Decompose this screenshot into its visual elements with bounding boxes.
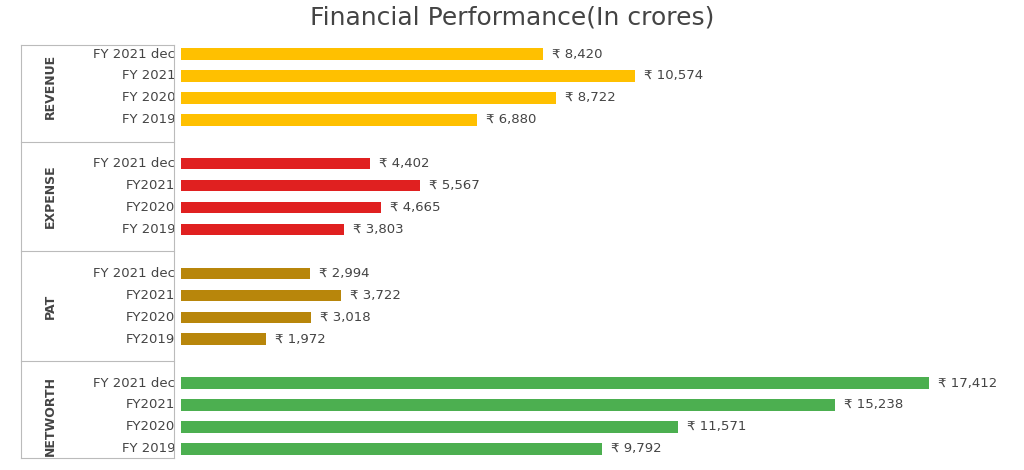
Bar — [181, 290, 341, 301]
Text: ₹ 6,880: ₹ 6,880 — [485, 113, 536, 126]
Text: ₹ 11,571: ₹ 11,571 — [687, 421, 746, 433]
Bar — [181, 268, 309, 279]
Text: FY 2019: FY 2019 — [122, 442, 175, 455]
Text: FY 2021: FY 2021 — [122, 70, 175, 82]
Text: FY 2021 dec: FY 2021 dec — [93, 47, 175, 61]
Bar — [181, 202, 382, 213]
Text: FY2021: FY2021 — [126, 179, 175, 192]
Bar — [181, 377, 929, 389]
Bar — [181, 224, 344, 235]
Bar — [181, 443, 602, 454]
Text: ₹ 10,574: ₹ 10,574 — [644, 70, 703, 82]
Bar — [181, 400, 836, 411]
Text: ₹ 5,567: ₹ 5,567 — [429, 179, 480, 192]
Text: FY2020: FY2020 — [126, 201, 175, 214]
Text: FY2021: FY2021 — [126, 399, 175, 412]
Bar — [181, 421, 678, 433]
Text: ₹ 3,018: ₹ 3,018 — [319, 311, 371, 324]
Text: EXPENSE: EXPENSE — [44, 165, 57, 228]
Text: ₹ 3,803: ₹ 3,803 — [353, 223, 404, 236]
Text: ₹ 15,238: ₹ 15,238 — [845, 399, 903, 412]
Bar — [181, 334, 266, 345]
Bar — [181, 158, 371, 169]
Bar — [181, 180, 420, 191]
Bar — [181, 48, 543, 60]
Text: FY2020: FY2020 — [126, 311, 175, 324]
Bar — [181, 70, 635, 82]
Text: FY2021: FY2021 — [126, 289, 175, 302]
Title: Financial Performance(In crores): Financial Performance(In crores) — [310, 6, 714, 30]
Bar — [181, 312, 311, 323]
Text: FY2020: FY2020 — [126, 421, 175, 433]
Text: NETWORTH: NETWORTH — [44, 376, 57, 456]
Text: ₹ 8,722: ₹ 8,722 — [564, 91, 615, 104]
Text: ₹ 3,722: ₹ 3,722 — [350, 289, 400, 302]
Text: ₹ 4,665: ₹ 4,665 — [390, 201, 441, 214]
Bar — [181, 114, 476, 125]
Text: FY 2020: FY 2020 — [122, 91, 175, 104]
Text: FY 2021 dec: FY 2021 dec — [93, 267, 175, 280]
Text: REVENUE: REVENUE — [44, 55, 57, 119]
Text: ₹ 2,994: ₹ 2,994 — [318, 267, 370, 280]
Text: PAT: PAT — [44, 294, 57, 319]
Text: FY 2021 dec: FY 2021 dec — [93, 157, 175, 170]
Text: ₹ 17,412: ₹ 17,412 — [938, 376, 997, 390]
Text: FY2019: FY2019 — [126, 333, 175, 346]
Text: ₹ 4,402: ₹ 4,402 — [379, 157, 430, 170]
Bar — [181, 92, 556, 103]
Text: ₹ 8,420: ₹ 8,420 — [552, 47, 602, 61]
Text: ₹ 1,972: ₹ 1,972 — [274, 333, 326, 346]
Text: FY 2019: FY 2019 — [122, 113, 175, 126]
Text: FY 2021 dec: FY 2021 dec — [93, 376, 175, 390]
Text: FY 2019: FY 2019 — [122, 223, 175, 236]
Text: ₹ 9,792: ₹ 9,792 — [610, 442, 662, 455]
